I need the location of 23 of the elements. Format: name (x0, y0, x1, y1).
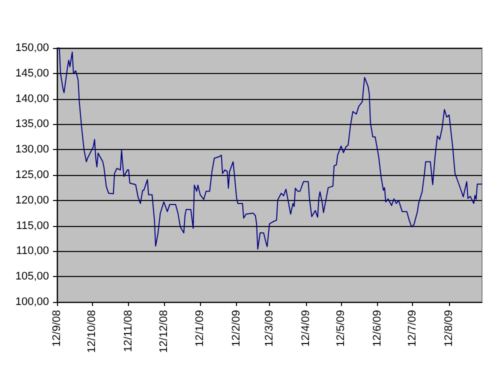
y-tick-label: 100,00 (15, 296, 49, 308)
x-tick-label: 12/9/08 (51, 310, 63, 347)
x-tick-label: 12/8/09 (443, 310, 456, 347)
y-tick-label: 125,00 (15, 169, 49, 181)
x-tick-label: 12/1/09 (194, 310, 206, 347)
x-tick-label: 12/4/09 (300, 310, 312, 347)
x-tick-label: 12/5/09 (335, 310, 348, 347)
y-tick-label: 105,00 (15, 270, 49, 283)
y-tick-label: 135,00 (15, 118, 49, 130)
x-tick-label: 12/7/09 (406, 310, 419, 347)
x-tick-label: 12/12/08 (158, 310, 170, 353)
y-tick-label: 145,00 (15, 67, 49, 80)
y-tick-label: 115,00 (16, 220, 49, 232)
y-tick-label: 120,00 (15, 194, 49, 206)
x-tick-label: 12/10/08 (86, 310, 98, 353)
x-tick-label: 12/6/09 (372, 310, 384, 347)
x-tick-label: 12/3/09 (264, 310, 276, 347)
y-tick-label: 130,00 (15, 144, 49, 156)
y-tick-label: 150,00 (15, 42, 49, 54)
x-tick-label: 12/2/09 (230, 310, 243, 347)
x-tick-label: 12/11/08 (122, 310, 135, 352)
y-tick-label: 110,00 (16, 245, 49, 258)
y-tick-label: 140,00 (15, 92, 49, 105)
